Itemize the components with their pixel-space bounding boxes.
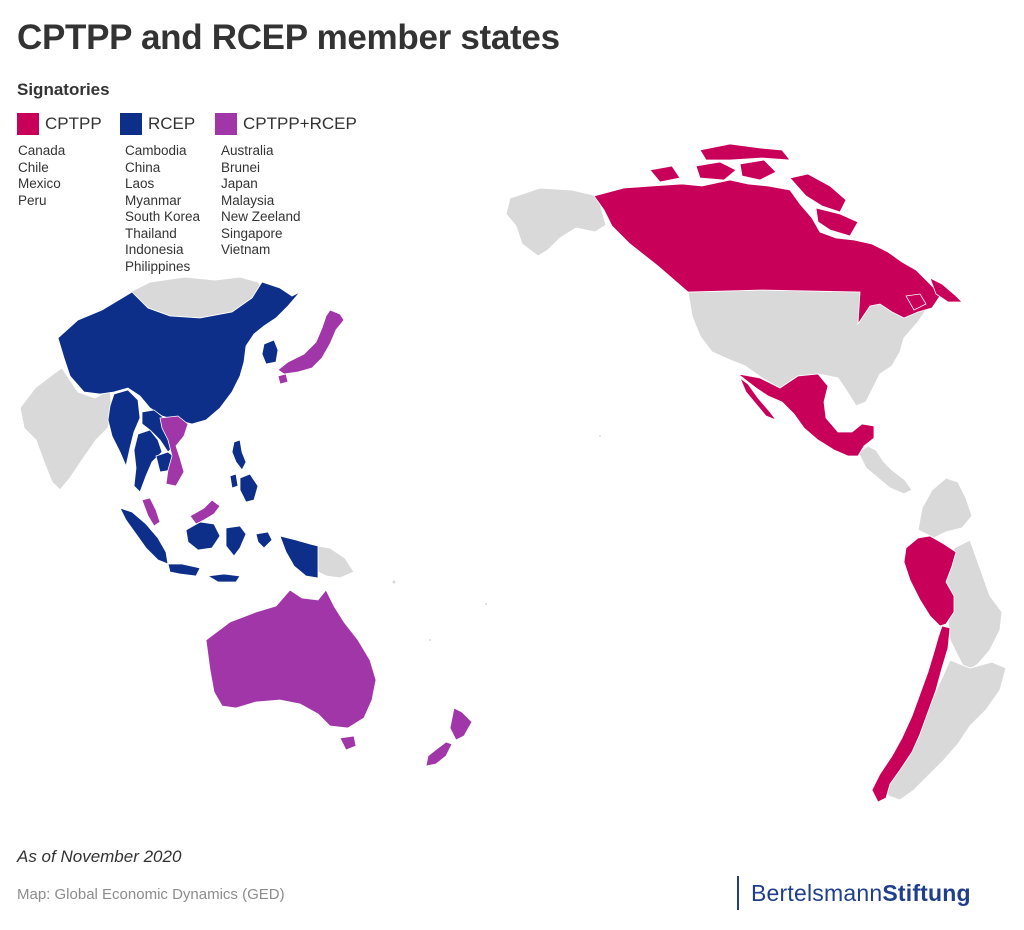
legend-country: Laos: [125, 176, 155, 191]
country-japan: [277, 309, 345, 375]
legend-key-cptpp: CPTPP: [17, 112, 102, 136]
country-china: [57, 281, 301, 425]
country-peru: [903, 535, 957, 627]
country-canada: [905, 293, 927, 311]
cptpp-rcep-members: [141, 309, 473, 767]
legend-country-list-cptpp: Canada Chile Mexico Peru: [18, 143, 102, 209]
country-new-zealand: [425, 741, 453, 767]
country-japan: [277, 373, 289, 385]
legend-country: Vietnam: [221, 242, 271, 257]
country-canada: [695, 161, 737, 181]
country-malaysia: [141, 497, 161, 527]
legend-country: Peru: [18, 192, 47, 208]
country-mexico: [737, 373, 875, 457]
legend-key-rcep: RCEP: [120, 112, 200, 136]
legend-group-rcep: RCEP Cambodia China Laos Myanmar South K…: [120, 112, 200, 275]
country-indonesia: [167, 563, 201, 577]
country-canada: [739, 159, 777, 181]
legend-group-cptpp-rcep: CPTPP+RCEP Australia Brunei Japan Malays…: [215, 112, 357, 259]
country-australia: [205, 589, 377, 729]
legend-label-cptpp-rcep: CPTPP+RCEP: [243, 114, 357, 133]
legend-country: Myanmar: [125, 192, 182, 208]
country-canada: [699, 143, 791, 161]
rcep-members: [57, 281, 319, 583]
legend-swatch-cptpp: [17, 113, 39, 135]
country-chile: [871, 625, 951, 803]
chart-title: CPTPP and RCEP member states: [17, 18, 560, 57]
legend-group-cptpp: CPTPP Canada Chile Mexico Peru: [17, 112, 102, 209]
date-note: As of November 2020: [17, 847, 182, 866]
northern-south-america: [917, 477, 973, 539]
legend-heading: Signatories: [17, 80, 110, 99]
legend-country: Australia: [221, 143, 274, 158]
legend-swatch-rcep: [120, 113, 142, 135]
bertelsmann-logo: Bertelsmann Stiftung: [737, 876, 971, 910]
country-south-korea: [261, 339, 279, 365]
country-indonesia: [206, 573, 241, 583]
legend-country: Thailand: [125, 225, 177, 241]
country-canada: [789, 173, 847, 213]
country-canada: [593, 179, 941, 326]
pacific-island: [428, 638, 432, 642]
country-philippines: [231, 439, 247, 471]
legend-country: Philippines: [125, 258, 191, 274]
source-credit: Map: Global Economic Dynamics (GED): [17, 886, 285, 903]
country-indonesia: [225, 525, 247, 557]
logo-text-part1: Bertelsmann: [751, 879, 883, 906]
south-asia-region: [19, 367, 113, 491]
country-canada: [649, 165, 681, 183]
country-malaysia: [189, 499, 221, 525]
pacific-island: [598, 434, 602, 438]
country-indonesia: [279, 535, 319, 579]
papua-new-guinea: [317, 545, 355, 579]
country-mexico: [739, 376, 778, 421]
country-indonesia: [255, 531, 273, 549]
country-vietnam: [159, 415, 189, 487]
country-canada: [815, 207, 859, 237]
legend-country: Mexico: [18, 176, 61, 191]
country-philippines: [229, 473, 239, 489]
legend-country: New Zeeland: [221, 209, 301, 224]
legend-country-list-rcep: Cambodia China Laos Myanmar South Korea …: [125, 143, 200, 275]
country-indonesia: [185, 521, 221, 551]
legend-label-rcep: RCEP: [148, 114, 196, 133]
legend-key-cptpp-rcep: CPTPP+RCEP: [215, 112, 357, 136]
legend-country: Indonesia: [125, 242, 184, 257]
country-thailand: [133, 429, 163, 493]
legend-label-cptpp: CPTPP: [45, 114, 102, 133]
cptpp-members: [593, 143, 963, 803]
legend-country-list-cptpp-rcep: Australia Brunei Japan Malaysia New Zeel…: [221, 143, 357, 259]
pacific-island: [484, 602, 488, 606]
legend-country: Singapore: [221, 225, 283, 241]
legend-country: South Korea: [125, 209, 201, 224]
legend-swatch-cptpp-rcep: [215, 113, 237, 135]
non-member-land: [19, 187, 1007, 801]
alaska-region: [505, 187, 607, 257]
legend-country: Japan: [221, 176, 258, 191]
logo-text-part2: Stiftung: [882, 879, 971, 906]
central-america-region: [857, 445, 913, 495]
country-new-zealand: [449, 707, 473, 741]
legend-country: Canada: [18, 143, 66, 158]
legend-country: Cambodia: [125, 143, 187, 158]
legend-country: China: [125, 159, 161, 175]
pacific-island: [391, 579, 397, 585]
legend-country: Brunei: [221, 159, 261, 175]
country-indonesia: [119, 507, 169, 565]
country-canada: [929, 277, 963, 303]
country-myanmar: [107, 389, 141, 468]
legend-country: Malaysia: [221, 192, 275, 208]
legend-country: Chile: [18, 159, 49, 175]
country-philippines: [239, 473, 259, 503]
country-australia: [339, 735, 357, 751]
argentina-region: [885, 659, 1007, 801]
